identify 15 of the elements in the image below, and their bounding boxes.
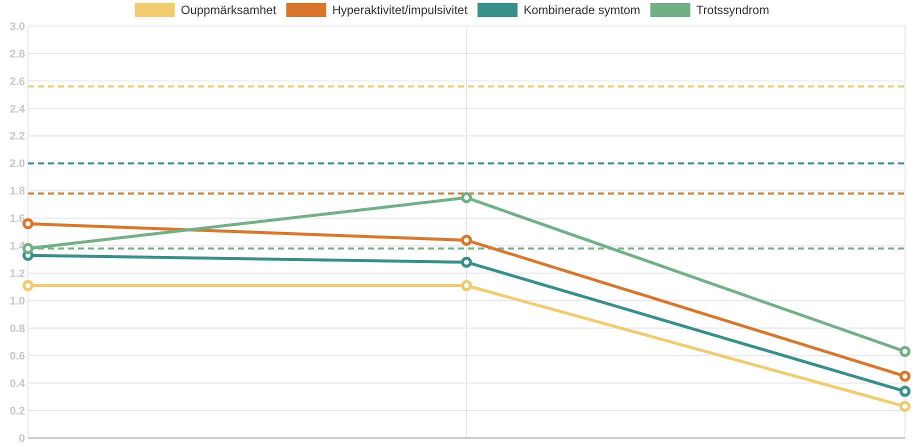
point [900,400,910,412]
legend-label: Kombinerade symtom [524,3,640,17]
point [461,234,472,246]
point [22,218,34,230]
point [22,242,34,254]
legend-label: Trotssyndrom [696,3,770,17]
legend-label: Hyperaktivitet/impulsivitet [332,3,468,17]
point [900,386,910,397]
point [900,370,910,382]
point [461,192,472,204]
point [900,346,910,357]
point [461,280,472,292]
point [22,280,34,292]
legend-label: Ouppmärksamhet [180,3,277,17]
point [461,256,472,268]
